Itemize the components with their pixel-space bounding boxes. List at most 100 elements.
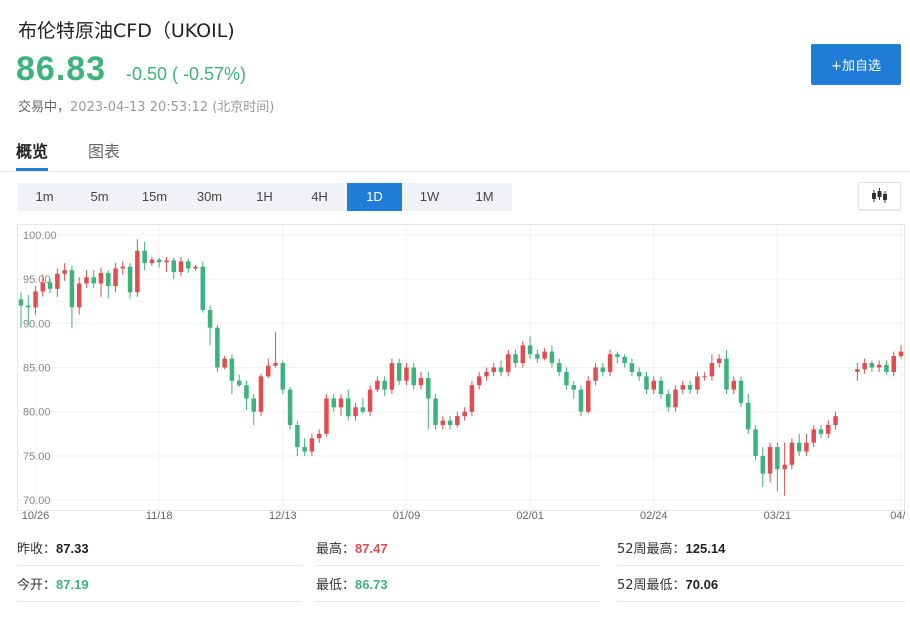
candle-body	[782, 464, 787, 470]
tab-overview[interactable]: 概览	[16, 142, 49, 161]
candle-body	[586, 380, 591, 412]
candle-body	[331, 398, 336, 408]
tab-chart[interactable]: 图表	[88, 142, 121, 161]
candle-body	[520, 345, 526, 364]
stat-high: 最高：87.47	[316, 532, 600, 566]
candle-body	[571, 385, 576, 390]
candle-body	[396, 363, 402, 381]
chart-type-button[interactable]	[858, 182, 901, 210]
y-tick-label: 85.00	[23, 363, 51, 375]
candle-body	[549, 351, 555, 364]
stat-value: 70.06	[685, 577, 719, 592]
candle-body	[716, 358, 722, 364]
stat-label: 52周最低：	[617, 578, 686, 593]
candle-body	[600, 367, 606, 372]
candle-body	[62, 270, 67, 274]
interval-1d[interactable]: 1D	[347, 183, 402, 211]
candle-body	[186, 261, 191, 269]
stat-label: 今开：	[17, 578, 57, 593]
candle-body	[898, 351, 904, 357]
y-tick-label: 95.00	[23, 274, 51, 286]
candle-body	[411, 367, 416, 386]
candlestick-chart: 100.00 95.00 90.00 85.00 80.00 75.00 70.00 10/2…	[17, 224, 905, 520]
candle-body	[382, 380, 387, 390]
current-price: 86.83	[16, 50, 107, 88]
y-tick-label: 90.00	[23, 318, 51, 330]
candle-body	[98, 272, 104, 284]
candle-body	[542, 351, 547, 359]
x-tick-label: 11/18	[146, 510, 173, 520]
candle-body	[862, 363, 867, 370]
y-tick-label: 70.00	[23, 495, 51, 507]
candle-body	[440, 420, 446, 425]
candle-body	[389, 363, 395, 390]
candle-body	[280, 363, 286, 390]
candle-body	[258, 376, 264, 412]
candle-body	[869, 363, 875, 368]
candle-body	[884, 364, 889, 372]
interval-30m[interactable]: 30m	[196, 189, 223, 204]
interval-15m[interactable]: 15m	[141, 189, 168, 204]
candle-body	[498, 367, 504, 372]
candle-body	[273, 363, 278, 366]
candle-body	[338, 398, 344, 408]
price-chart[interactable]: 100.00 95.00 90.00 85.00 80.00 75.00 70.00 10/2…	[17, 224, 905, 520]
candle-body	[76, 283, 82, 308]
active-tab-indicator	[16, 168, 48, 171]
candle-body	[760, 455, 766, 474]
candle-body	[775, 447, 780, 470]
stat-label: 52周最高：	[617, 542, 686, 557]
interval-1w[interactable]: 1W	[419, 189, 440, 204]
x-tick-label: 03/21	[764, 510, 792, 520]
candle-body	[673, 389, 678, 408]
stat-value: 87.47	[355, 541, 388, 556]
candle-body	[709, 363, 715, 377]
candle-body	[695, 376, 700, 390]
candle-body	[127, 266, 133, 293]
candle-body	[753, 429, 758, 456]
candle-body	[287, 389, 293, 425]
candle-body	[222, 358, 227, 368]
interval-1m[interactable]: 1m	[35, 189, 54, 204]
candle-body	[418, 378, 424, 386]
add-to-watchlist-button[interactable]: +加自选	[811, 44, 901, 85]
candle-body	[375, 380, 380, 390]
status-label: 交易中，	[18, 100, 71, 115]
candle-body	[404, 367, 409, 381]
candle-body	[833, 416, 838, 425]
x-tick-label: 02/01	[516, 510, 544, 520]
tab-bar: 概览 图表	[0, 138, 910, 172]
candle-body	[346, 398, 351, 417]
candle-body	[855, 369, 860, 372]
candle-body	[200, 266, 206, 311]
interval-4h[interactable]: 4H	[311, 189, 328, 204]
candle-body	[484, 371, 489, 377]
x-tick-label: 12/13	[269, 510, 297, 520]
candle-body	[367, 389, 373, 412]
candle-body	[789, 442, 795, 465]
x-tick-label: 10/26	[22, 510, 50, 520]
candle-body	[724, 358, 729, 390]
interval-5m[interactable]: 5m	[90, 189, 109, 204]
interval-1h[interactable]: 1H	[256, 189, 273, 204]
candle-body	[556, 363, 562, 372]
candle-body	[702, 376, 707, 378]
candle-body	[607, 354, 613, 372]
candle-body	[69, 270, 75, 308]
candle-body	[476, 376, 482, 386]
candle-body	[33, 291, 38, 308]
price-change: -0.50 ( -0.57%)	[126, 64, 247, 84]
stat-value: 87.33	[56, 541, 89, 556]
instrument-title: 布伦特原油CFD（UKOIL)	[18, 20, 235, 42]
candle-body	[796, 442, 802, 452]
candle-body	[164, 260, 169, 263]
candle-body	[687, 385, 693, 390]
candle-body	[746, 402, 751, 430]
candle-body	[666, 394, 671, 408]
stat-value: 125.14	[685, 541, 726, 556]
candle-body	[266, 365, 271, 377]
stat-open: 今开：87.19	[17, 568, 301, 602]
candle-body	[244, 385, 249, 399]
interval-1mo[interactable]: 1M	[475, 189, 494, 204]
chart-frame	[17, 224, 905, 511]
